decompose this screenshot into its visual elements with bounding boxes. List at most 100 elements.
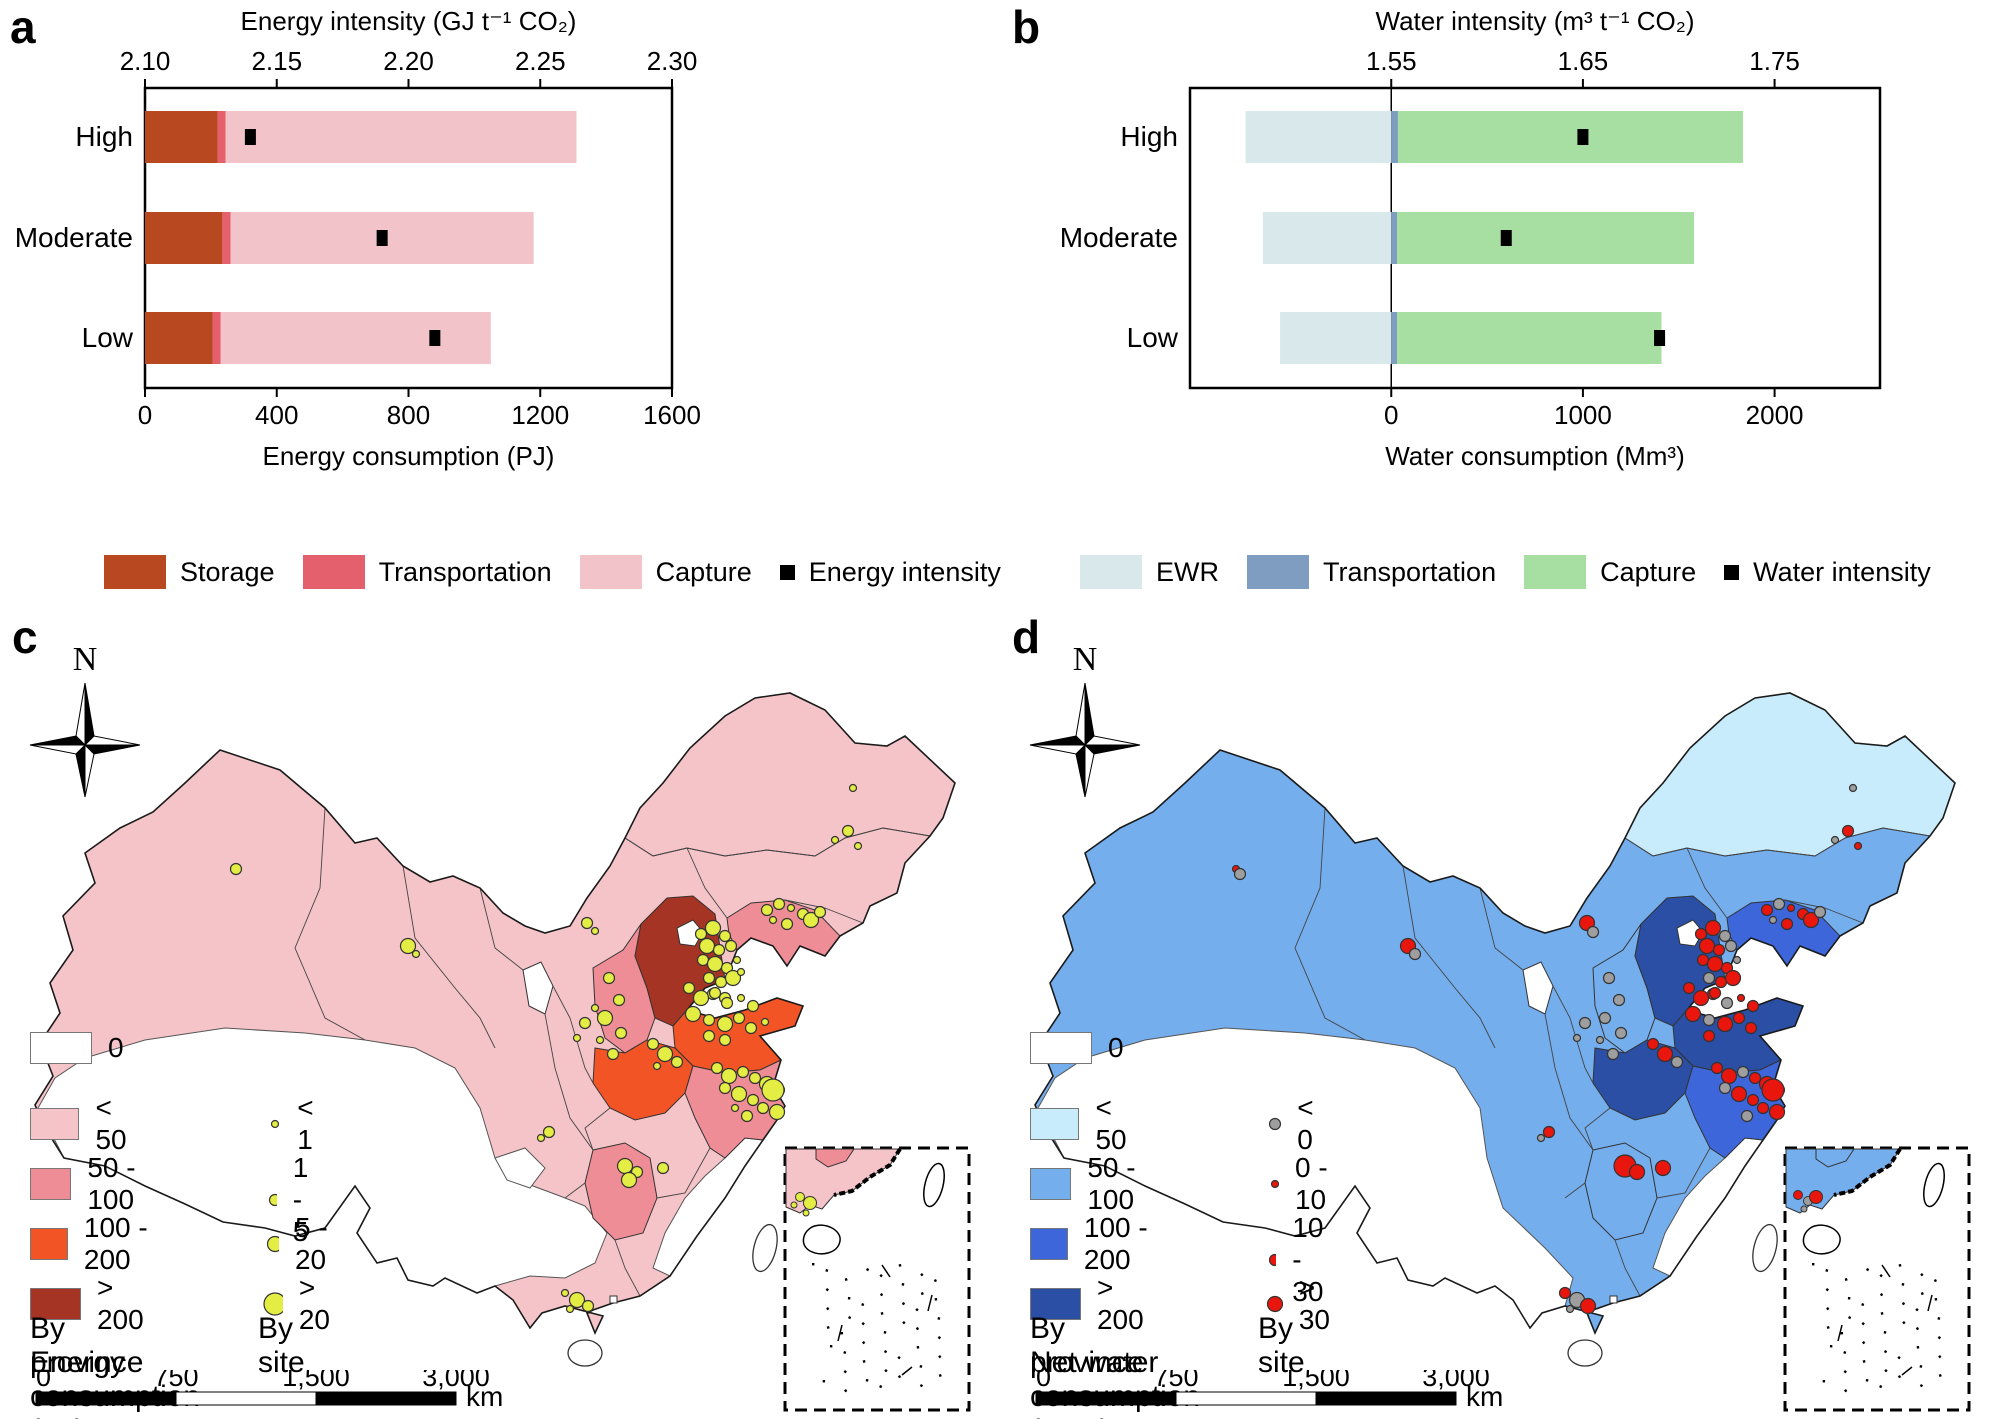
province-boundary-line [1544, 1013, 1594, 1151]
bottom-axis-tick-label: 800 [387, 400, 430, 430]
category-label: Moderate [1060, 222, 1178, 253]
compass-n-label: N [1073, 641, 1098, 678]
site-legend-symbol [266, 1235, 279, 1253]
site-legend-symbol [1268, 1117, 1282, 1131]
site-legend-label: > 20 [298, 1272, 330, 1335]
top-axis-title: Energy intensity (GJ t⁻¹ CO₂) [241, 6, 577, 36]
province-boundary-line [584, 1107, 611, 1151]
site-dot [682, 981, 696, 995]
site-dot [684, 1005, 702, 1023]
site-dot [746, 1093, 760, 1107]
site-dot [1692, 989, 1710, 1007]
site-dot [1602, 971, 1616, 985]
site-dot [1732, 955, 1742, 965]
province-legend-row: < 50 [30, 1092, 139, 1156]
site-dot [1720, 996, 1734, 1010]
site-dot [848, 783, 858, 793]
site-dot [1682, 981, 1696, 995]
site-dot [1646, 1037, 1660, 1051]
site-dot [736, 1065, 750, 1079]
bar-b-low-transportation [1391, 312, 1397, 364]
category-label: High [75, 121, 133, 152]
site-dot [1542, 1125, 1556, 1139]
china-map-energy [34, 692, 956, 1367]
province-boundary-line [564, 1182, 586, 1199]
taiwan-island [752, 1223, 778, 1273]
marker-energy-intensity [429, 330, 441, 346]
site-legend-symbol [270, 1119, 280, 1129]
site-dot [1830, 835, 1840, 845]
site-dot [596, 1009, 614, 1027]
province-legend-label: 100 - 200 [1083, 1212, 1148, 1275]
inset-site-dot [795, 1192, 805, 1202]
province-legend-swatch [1030, 1228, 1068, 1260]
site-legend-row: 10 - 30 [1258, 1212, 1339, 1308]
legend-label: Capture [1600, 556, 1697, 587]
hongkong-marker [1609, 1295, 1618, 1304]
province-boundary-line [1784, 899, 1864, 924]
site-dot [718, 929, 732, 943]
site-dot [768, 1103, 786, 1121]
site-dot [841, 824, 855, 838]
site-dot [1768, 915, 1778, 925]
by-province-heading: By province [30, 1312, 144, 1379]
site-dot [696, 953, 710, 967]
site-dot [718, 1033, 732, 1047]
site-dot [595, 1035, 605, 1045]
province-boundary-line [1552, 985, 1594, 1084]
legend-swatch-ewr [1080, 555, 1142, 589]
top-axis-tick-label: 2.20 [383, 46, 434, 76]
site-dot [1578, 1016, 1592, 1030]
site-legend-symbol [1266, 1295, 1283, 1313]
site-dot [724, 939, 738, 953]
plot-frame [1188, 86, 1882, 390]
province-ningxia [1522, 961, 1554, 1015]
site-dot [1744, 1021, 1758, 1035]
legend-swatch-transportation [1247, 555, 1309, 589]
province-legend-swatch [1030, 1108, 1080, 1140]
site-dot [786, 903, 796, 913]
site-dot [813, 905, 827, 919]
bar-b-low-ewr [1280, 312, 1392, 364]
marker-energy-intensity [376, 230, 388, 246]
bottom-axis-tick-label: 1200 [511, 400, 569, 430]
inset-site-dot [1800, 1205, 1808, 1213]
bar-a-high-transportation [217, 111, 226, 163]
inset-hainan [802, 1224, 841, 1255]
legend-label: Capture [655, 556, 752, 587]
inset-hainan [1802, 1224, 1841, 1255]
legend-swatch-capture [579, 555, 642, 589]
inset-site-dot [1809, 1190, 1823, 1204]
site-legend-row: < 0 [1258, 1092, 1324, 1156]
bar-a-low-storage [145, 312, 213, 364]
site-legend-label: > 30 [1298, 1272, 1330, 1335]
scalebar-segment [315, 1391, 457, 1406]
bottom-axis-tick-label: 0 [1384, 400, 1398, 430]
site-dot [572, 1033, 582, 1043]
top-axis-tick-label: 1.55 [1366, 46, 1417, 76]
panel-d-letter: d [1012, 611, 1041, 663]
marker-water-intensity [1577, 129, 1589, 145]
site-dot [1656, 1045, 1674, 1063]
bar-b-moderate-capture [1397, 212, 1695, 264]
site-legend-row: > 30 [1258, 1272, 1339, 1336]
province-legend-swatch [30, 1032, 92, 1064]
site-dot [720, 1067, 738, 1085]
bottom-axis-tick-label: 0 [138, 400, 152, 430]
site-legend-label: 5 - 20 [294, 1212, 328, 1275]
legend-marker-square [1724, 564, 1740, 580]
province-boundary-line [1614, 1239, 1641, 1297]
site-dot [1595, 1035, 1605, 1045]
site-dot [748, 1071, 762, 1085]
province-legend-label: 0 [1108, 1032, 1124, 1063]
province-boundary-line [544, 1013, 594, 1151]
site-dot [1233, 867, 1247, 881]
site-dot [1841, 824, 1855, 838]
site-legend-row: 1 - 5 [258, 1152, 324, 1248]
inset-island-specks [1812, 1263, 1942, 1393]
